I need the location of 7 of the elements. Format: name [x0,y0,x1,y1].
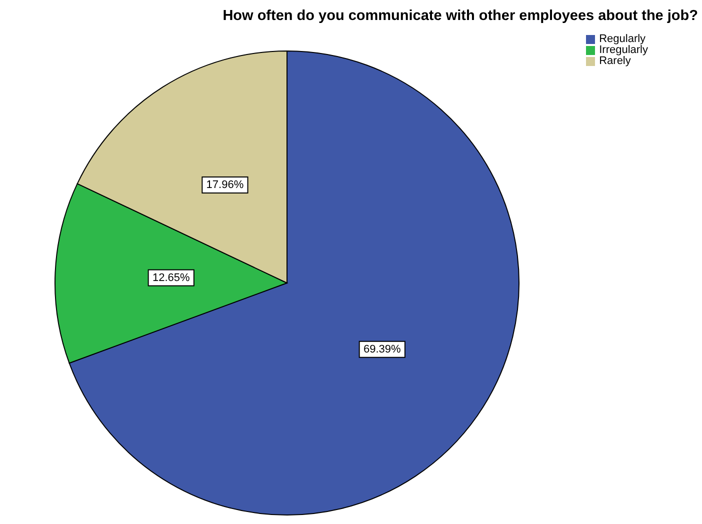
data-label: 17.96% [206,178,244,191]
legend-label: Rarely [599,55,631,67]
data-label: 12.65% [152,272,190,284]
chart-title: How often do you communicate with other employees about the job? [222,8,698,24]
legend-label: Irregularly [599,44,648,56]
data-label: 69.39% [363,343,402,356]
legend-label: Regularly [599,33,646,45]
